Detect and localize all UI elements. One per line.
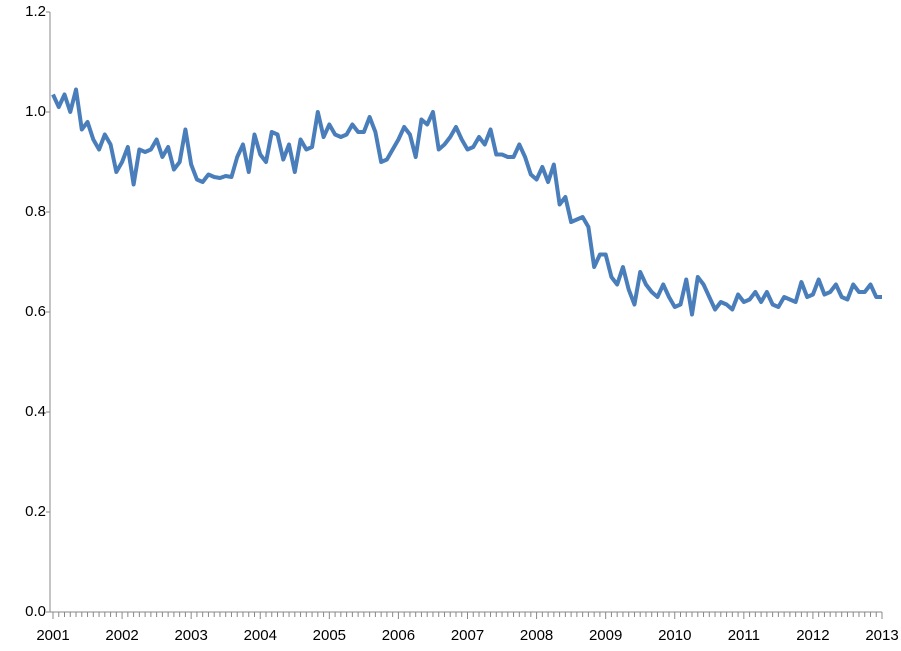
y-tick-label: 0.4	[25, 403, 46, 420]
y-tick-label: 1.0	[25, 103, 46, 120]
y-tick-label: 1.2	[25, 3, 46, 20]
x-tick-label: 2002	[105, 627, 138, 644]
y-tick-label: 0.0	[25, 603, 46, 620]
x-tick-label: 2001	[36, 627, 69, 644]
x-tick-label: 2004	[244, 627, 277, 644]
data-line	[51, 87, 882, 317]
y-tick-label: 0.2	[25, 503, 46, 520]
x-tick-label: 2009	[589, 627, 622, 644]
x-tick-label: 2012	[796, 627, 829, 644]
x-tick-label: 2007	[451, 627, 484, 644]
x-tick-label: 2011	[728, 627, 760, 644]
x-tick-label: 2013	[865, 627, 898, 644]
x-tick-label: 2008	[520, 627, 553, 644]
x-tick-label: 2010	[658, 627, 691, 644]
y-tick-label: 0.8	[25, 203, 46, 220]
x-tick-label: 2005	[313, 627, 346, 644]
y-tick-label: 0.6	[25, 303, 46, 320]
x-tick-label: 2006	[382, 627, 415, 644]
x-tick-label: 2003	[174, 627, 207, 644]
